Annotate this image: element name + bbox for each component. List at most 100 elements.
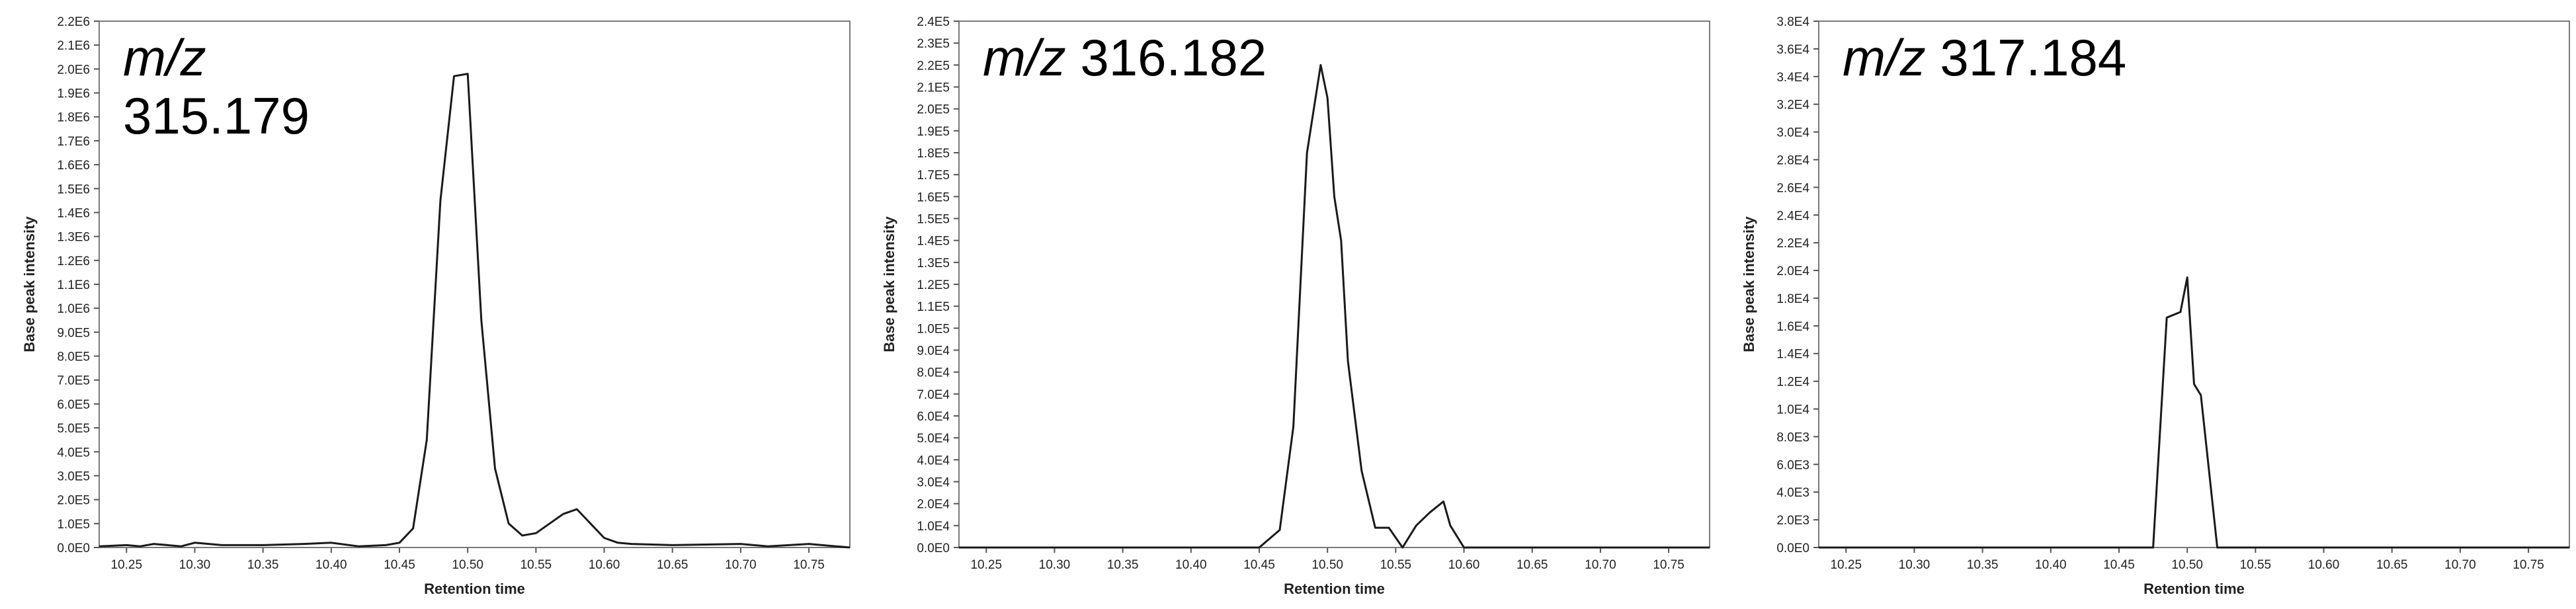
y-tick-label: 2.2E6 <box>57 15 90 29</box>
y-tick-label: 1.4E4 <box>1776 348 1809 362</box>
y-tick-label: 0.0E0 <box>1776 542 1809 555</box>
chromatogram-trace <box>1819 276 2569 549</box>
y-tick-label: 2.1E6 <box>57 39 90 53</box>
x-tick-label: 10.45 <box>1243 558 1275 572</box>
y-tick-label: 1.9E5 <box>917 125 950 139</box>
chart-panel-1: 0.0E0 1.0E5 2.0E5 3.0E5 4.0E5 5.0E5 6.0E5 7.0E5… <box>0 0 853 609</box>
y-tick-label: 3.4E4 <box>1776 71 1809 85</box>
x-tick-label: 10.35 <box>1107 558 1139 572</box>
y-tick-label: 3.2E4 <box>1776 99 1809 112</box>
x-tick-label: 10.70 <box>2444 558 2476 572</box>
y-tick-label: 2.3E5 <box>917 37 950 51</box>
y-tick-label: 1.7E5 <box>917 169 950 183</box>
mz-value-label: 315.179 <box>123 87 310 145</box>
y-tick-label: 1.6E4 <box>1776 320 1809 334</box>
x-tick-label: 10.30 <box>179 558 211 572</box>
y-tick-label: 1.0E4 <box>917 520 950 534</box>
x-tick-label: 10.60 <box>589 558 620 572</box>
y-tick-label: 1.6E6 <box>57 159 90 173</box>
y-tick-label: 1.3E6 <box>57 231 90 245</box>
x-axis-label: Retention time <box>2143 581 2245 597</box>
chart-panel-3: 0.0E0 2.0E3 4.0E3 6.0E3 8.0E3 1.0E4 1.2E4 1.4E4… <box>1720 0 2573 609</box>
plot-frame <box>958 20 1710 548</box>
x-tick-label: 10.55 <box>2240 558 2272 572</box>
y-tick-label: 1.2E6 <box>57 255 90 268</box>
y-tick-label: 5.0E4 <box>917 432 950 446</box>
x-tick-label: 10.70 <box>1585 558 1616 572</box>
x-tick-label: 10.30 <box>1899 558 1931 572</box>
x-tick-label: 10.30 <box>1039 558 1071 572</box>
x-tick-label: 10.40 <box>2035 558 2067 572</box>
y-tick-label: 7.0E5 <box>57 374 90 388</box>
y-tick-label: 8.0E3 <box>1776 430 1809 444</box>
x-tick-label: 10.55 <box>1380 558 1412 572</box>
y-tick-label: 6.0E4 <box>917 410 950 424</box>
x-tick-label: 10.50 <box>2171 558 2203 572</box>
y-tick-label: 1.4E6 <box>57 206 90 220</box>
x-tick-label: 10.35 <box>1967 558 1999 572</box>
y-tick-label: 1.4E5 <box>917 235 950 249</box>
y-tick-label: 3.8E4 <box>1776 15 1809 29</box>
y-tick-label: 1.6E5 <box>917 190 950 204</box>
x-tick-label: 10.50 <box>452 558 483 572</box>
y-tick-label: 2.4E5 <box>917 15 950 29</box>
y-tick-label: 9.0E5 <box>57 326 90 340</box>
x-tick-label: 10.60 <box>1448 558 1480 572</box>
chromatogram-trace <box>99 73 851 549</box>
x-tick-label: 10.25 <box>970 558 1002 572</box>
y-tick-label: 1.8E5 <box>917 147 950 161</box>
mz-title: m/z 316.182 <box>983 28 1267 87</box>
y-tick-label: 1.5E6 <box>57 183 90 196</box>
y-tick-label: 4.0E3 <box>1776 486 1809 500</box>
y-tick-label: 4.0E4 <box>917 454 950 467</box>
y-tick-label: 6.0E3 <box>1776 458 1809 472</box>
chart-svg-2: 0.0E0 1.0E4 2.0E4 3.0E4 4.0E4 5.0E4 6.0E4 7.0E4… <box>881 15 1710 597</box>
plot-frame <box>99 20 851 548</box>
x-tick-label: 10.55 <box>520 558 552 572</box>
mz-prefix-label: m/z <box>1843 28 1940 87</box>
y-tick-label: 1.0E5 <box>917 322 950 336</box>
y-tick-label: 1.3E5 <box>917 257 950 270</box>
y-tick-label: 1.2E5 <box>917 278 950 292</box>
x-tick-label: 10.65 <box>657 558 688 572</box>
chart-panel-2: 0.0E0 1.0E4 2.0E4 3.0E4 4.0E4 5.0E4 6.0E4 7.0E4… <box>860 0 1713 609</box>
y-tick-label: 2.8E4 <box>1776 153 1809 167</box>
y-tick-label: 5.0E5 <box>57 422 90 436</box>
y-tick-label: 3.0E5 <box>57 469 90 483</box>
x-tick-label: 10.65 <box>1517 558 1548 572</box>
chromatogram-trace <box>959 63 1710 549</box>
y-tick-label: 1.0E5 <box>57 518 90 532</box>
y-tick-label: 1.0E6 <box>57 302 90 316</box>
y-tick-label: 3.6E4 <box>1776 43 1809 57</box>
chart-svg-3: 0.0E0 2.0E3 4.0E3 6.0E3 8.0E3 1.0E4 1.2E4 1.4E4… <box>1741 15 2570 597</box>
x-tick-label: 10.25 <box>1830 558 1862 572</box>
y-tick-label: 3.0E4 <box>1776 126 1809 140</box>
x-tick-label: 10.40 <box>315 558 347 572</box>
y-tick-label: 1.1E6 <box>57 278 90 292</box>
y-tick-label: 3.0E4 <box>917 476 950 490</box>
y-axis-label: Base peak intensity <box>1741 216 1757 352</box>
x-tick-label: 10.40 <box>1175 558 1207 572</box>
x-tick-label: 10.25 <box>110 558 142 572</box>
x-axis-label: Retention time <box>1284 581 1385 597</box>
y-tick-label: 2.4E4 <box>1776 209 1809 223</box>
y-tick-label: 1.8E6 <box>57 111 90 125</box>
y-tick-label: 1.2E4 <box>1776 376 1809 389</box>
x-tick-label: 10.35 <box>247 558 279 572</box>
y-tick-label: 2.0E5 <box>57 494 90 508</box>
y-tick-label: 1.5E5 <box>917 213 950 227</box>
x-tick-label: 10.60 <box>2308 558 2340 572</box>
y-axis-label: Base peak intensity <box>21 216 38 352</box>
y-axis-label: Base peak intensity <box>881 216 897 352</box>
x-tick-label: 10.70 <box>725 558 757 572</box>
mz-prefix-label: m/z <box>123 28 206 87</box>
x-tick-label: 10.50 <box>1311 558 1343 572</box>
x-tick-label: 10.75 <box>793 558 825 572</box>
y-tick-label: 8.0E4 <box>917 366 950 380</box>
y-tick-label: 2.2E5 <box>917 59 950 73</box>
y-tick-label: 0.0E0 <box>917 542 950 555</box>
y-tick-label: 2.6E4 <box>1776 181 1809 195</box>
mz-title: m/z 317.184 <box>1843 28 2126 87</box>
x-tick-label: 10.75 <box>2513 558 2544 572</box>
y-tick-label: 1.9E6 <box>57 87 90 101</box>
